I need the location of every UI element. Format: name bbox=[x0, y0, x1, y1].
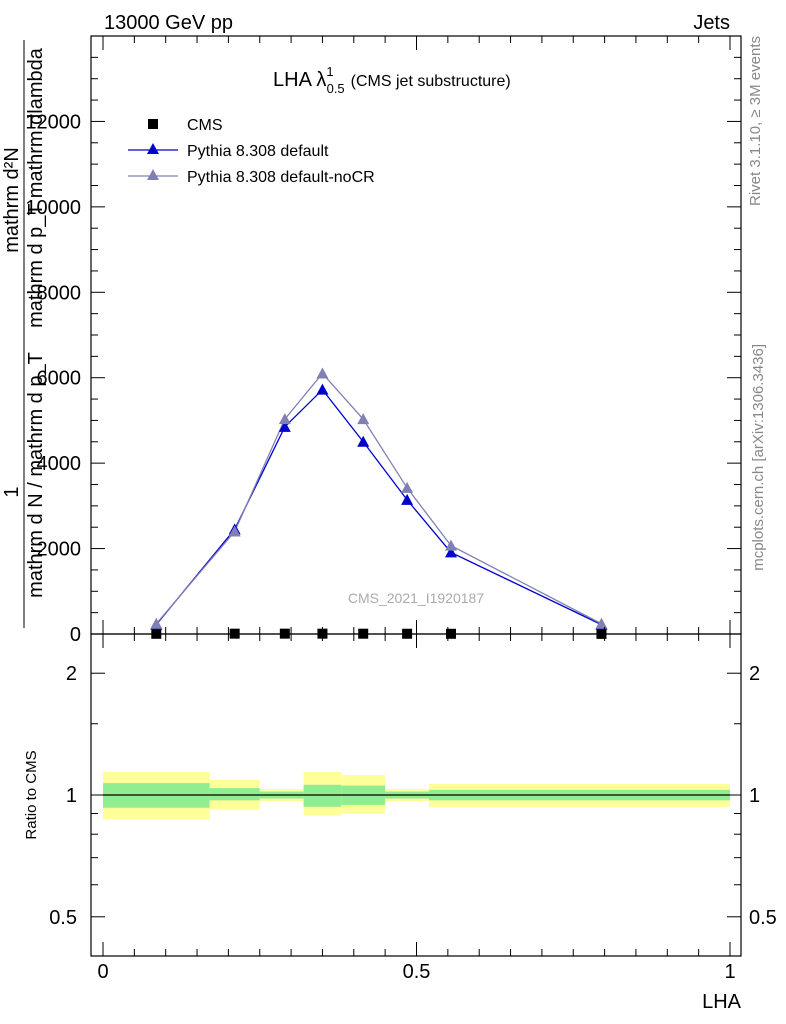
main-ylabel: mathrm d²N mathrm d p_T mathrm dlambda 1… bbox=[1, 40, 47, 628]
legend-marker-nocr bbox=[147, 169, 159, 180]
ylabel-norm: mathrm d N / mathrm d p_T bbox=[25, 352, 47, 598]
ratio-y-tick-label: 1 bbox=[66, 785, 77, 807]
ratio-y-tick-label-right: 0.5 bbox=[749, 907, 777, 929]
ratio-y-tick-label-right: 2 bbox=[749, 663, 760, 685]
rivet-label: Rivet 3.1.10, ≥ 3M events bbox=[747, 36, 764, 206]
ratio-band-inner bbox=[209, 788, 260, 801]
main-y-tick-label: 10000 bbox=[25, 197, 81, 219]
x-tick-label: 0.5 bbox=[403, 961, 431, 983]
legend-label-default: Pythia 8.308 default bbox=[187, 143, 329, 160]
main-y-tick-label: 4000 bbox=[37, 453, 82, 475]
series-2-marker bbox=[595, 617, 608, 629]
main-y-tick-label: 12000 bbox=[25, 111, 81, 133]
plot-title: LHA λ1 0.5 (CMS jet substructure) bbox=[273, 64, 511, 96]
main-y-tick-label: 0 bbox=[70, 624, 81, 646]
main-ticks: 0 2000 4000 6000 8000 10000 12000 bbox=[25, 36, 741, 646]
series-2-marker bbox=[357, 413, 370, 425]
legend-label-cms: CMS bbox=[187, 117, 223, 134]
title-sub: 0.5 bbox=[327, 81, 345, 96]
series-2-marker bbox=[228, 525, 241, 537]
series-line-2 bbox=[155, 372, 602, 625]
header-group: Jets bbox=[693, 12, 730, 34]
x-tick-label: 0 bbox=[97, 961, 108, 983]
analysis-watermark: CMS_2021_I1920187 bbox=[348, 590, 484, 606]
main-y-tick-label: 8000 bbox=[37, 282, 82, 304]
title-main: LHA λ bbox=[273, 69, 326, 91]
ylabel-one: 1 bbox=[1, 486, 23, 497]
legend-label-nocr: Pythia 8.308 default-noCR bbox=[187, 169, 375, 186]
series-2-marker bbox=[278, 413, 291, 425]
ratio-y-tick-label-right: 1 bbox=[749, 785, 760, 807]
title-sup: 1 bbox=[326, 64, 333, 79]
series-2-marker bbox=[150, 617, 163, 629]
ratio-ylabel: Ratio to CMS bbox=[23, 750, 40, 839]
main-y-tick-label: 2000 bbox=[37, 539, 82, 561]
ratio-plot bbox=[103, 771, 730, 820]
ratio-ticks: 0.5 0.5 1 1 2 2 bbox=[49, 634, 777, 956]
series-1-marker bbox=[444, 546, 457, 558]
series-2-marker bbox=[401, 481, 414, 493]
ylabel-numerator: mathrm d²N bbox=[1, 147, 23, 253]
x-axis-label: LHA bbox=[702, 991, 742, 1013]
series-1-marker bbox=[316, 383, 329, 395]
ratio-band-inner bbox=[303, 784, 342, 807]
ratio-y-tick-label: 0.5 bbox=[49, 907, 77, 929]
header-energy: 13000 GeV pp bbox=[104, 12, 233, 34]
x-tick-labels: 0 0.5 1 bbox=[97, 961, 735, 983]
legend-marker-default bbox=[147, 143, 159, 154]
x-tick-label: 1 bbox=[724, 961, 735, 983]
series-1-marker bbox=[278, 420, 291, 432]
mcplots-label: mcplots.cern.ch [arXiv:1306.3436] bbox=[750, 344, 767, 571]
legend: CMS Pythia 8.308 default Pythia 8.308 de… bbox=[128, 117, 375, 186]
series-1-marker bbox=[357, 435, 370, 447]
ylabel-denominator: mathrm d p_T mathrm dlambda bbox=[25, 47, 47, 328]
series-1-marker bbox=[401, 493, 414, 505]
main-y-tick-label: 6000 bbox=[37, 368, 82, 390]
title-rest: (CMS jet substructure) bbox=[351, 73, 511, 90]
legend-marker-cms bbox=[148, 119, 158, 129]
series-2-marker bbox=[316, 367, 329, 379]
ratio-y-tick-label: 2 bbox=[66, 663, 77, 685]
series-2-marker bbox=[444, 539, 457, 551]
